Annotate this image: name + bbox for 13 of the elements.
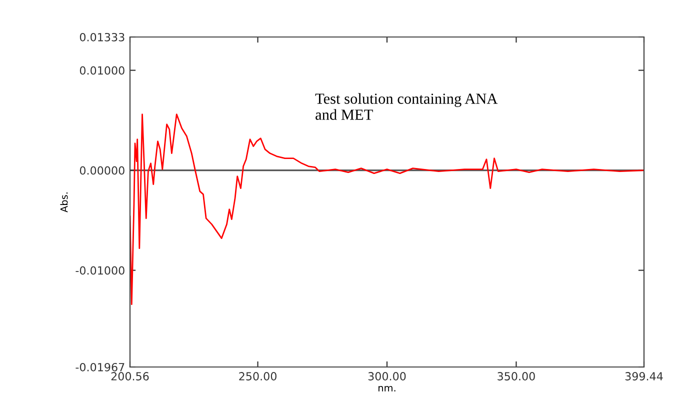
y-axis-title: Abs.	[60, 192, 68, 212]
y-tick-label: -0.01000	[76, 266, 124, 275]
annotation: Test solution containing ANA and MET	[315, 93, 498, 120]
x-tick-label: 300.00	[368, 372, 406, 380]
x-axis-title: nm.	[378, 386, 396, 392]
x-tick-label: 399.44	[625, 372, 663, 380]
y-tick-label: 0.01000	[80, 66, 124, 75]
y-tick-label: 0.00000	[80, 166, 124, 175]
x-tick-label: 350.00	[498, 372, 535, 380]
x-tick-label: 250.00	[239, 372, 276, 380]
x-tick-label: 200.56	[111, 372, 149, 380]
y-tick-label: -0.01967	[76, 362, 124, 372]
y-tick-label: 0.01333	[80, 32, 124, 42]
